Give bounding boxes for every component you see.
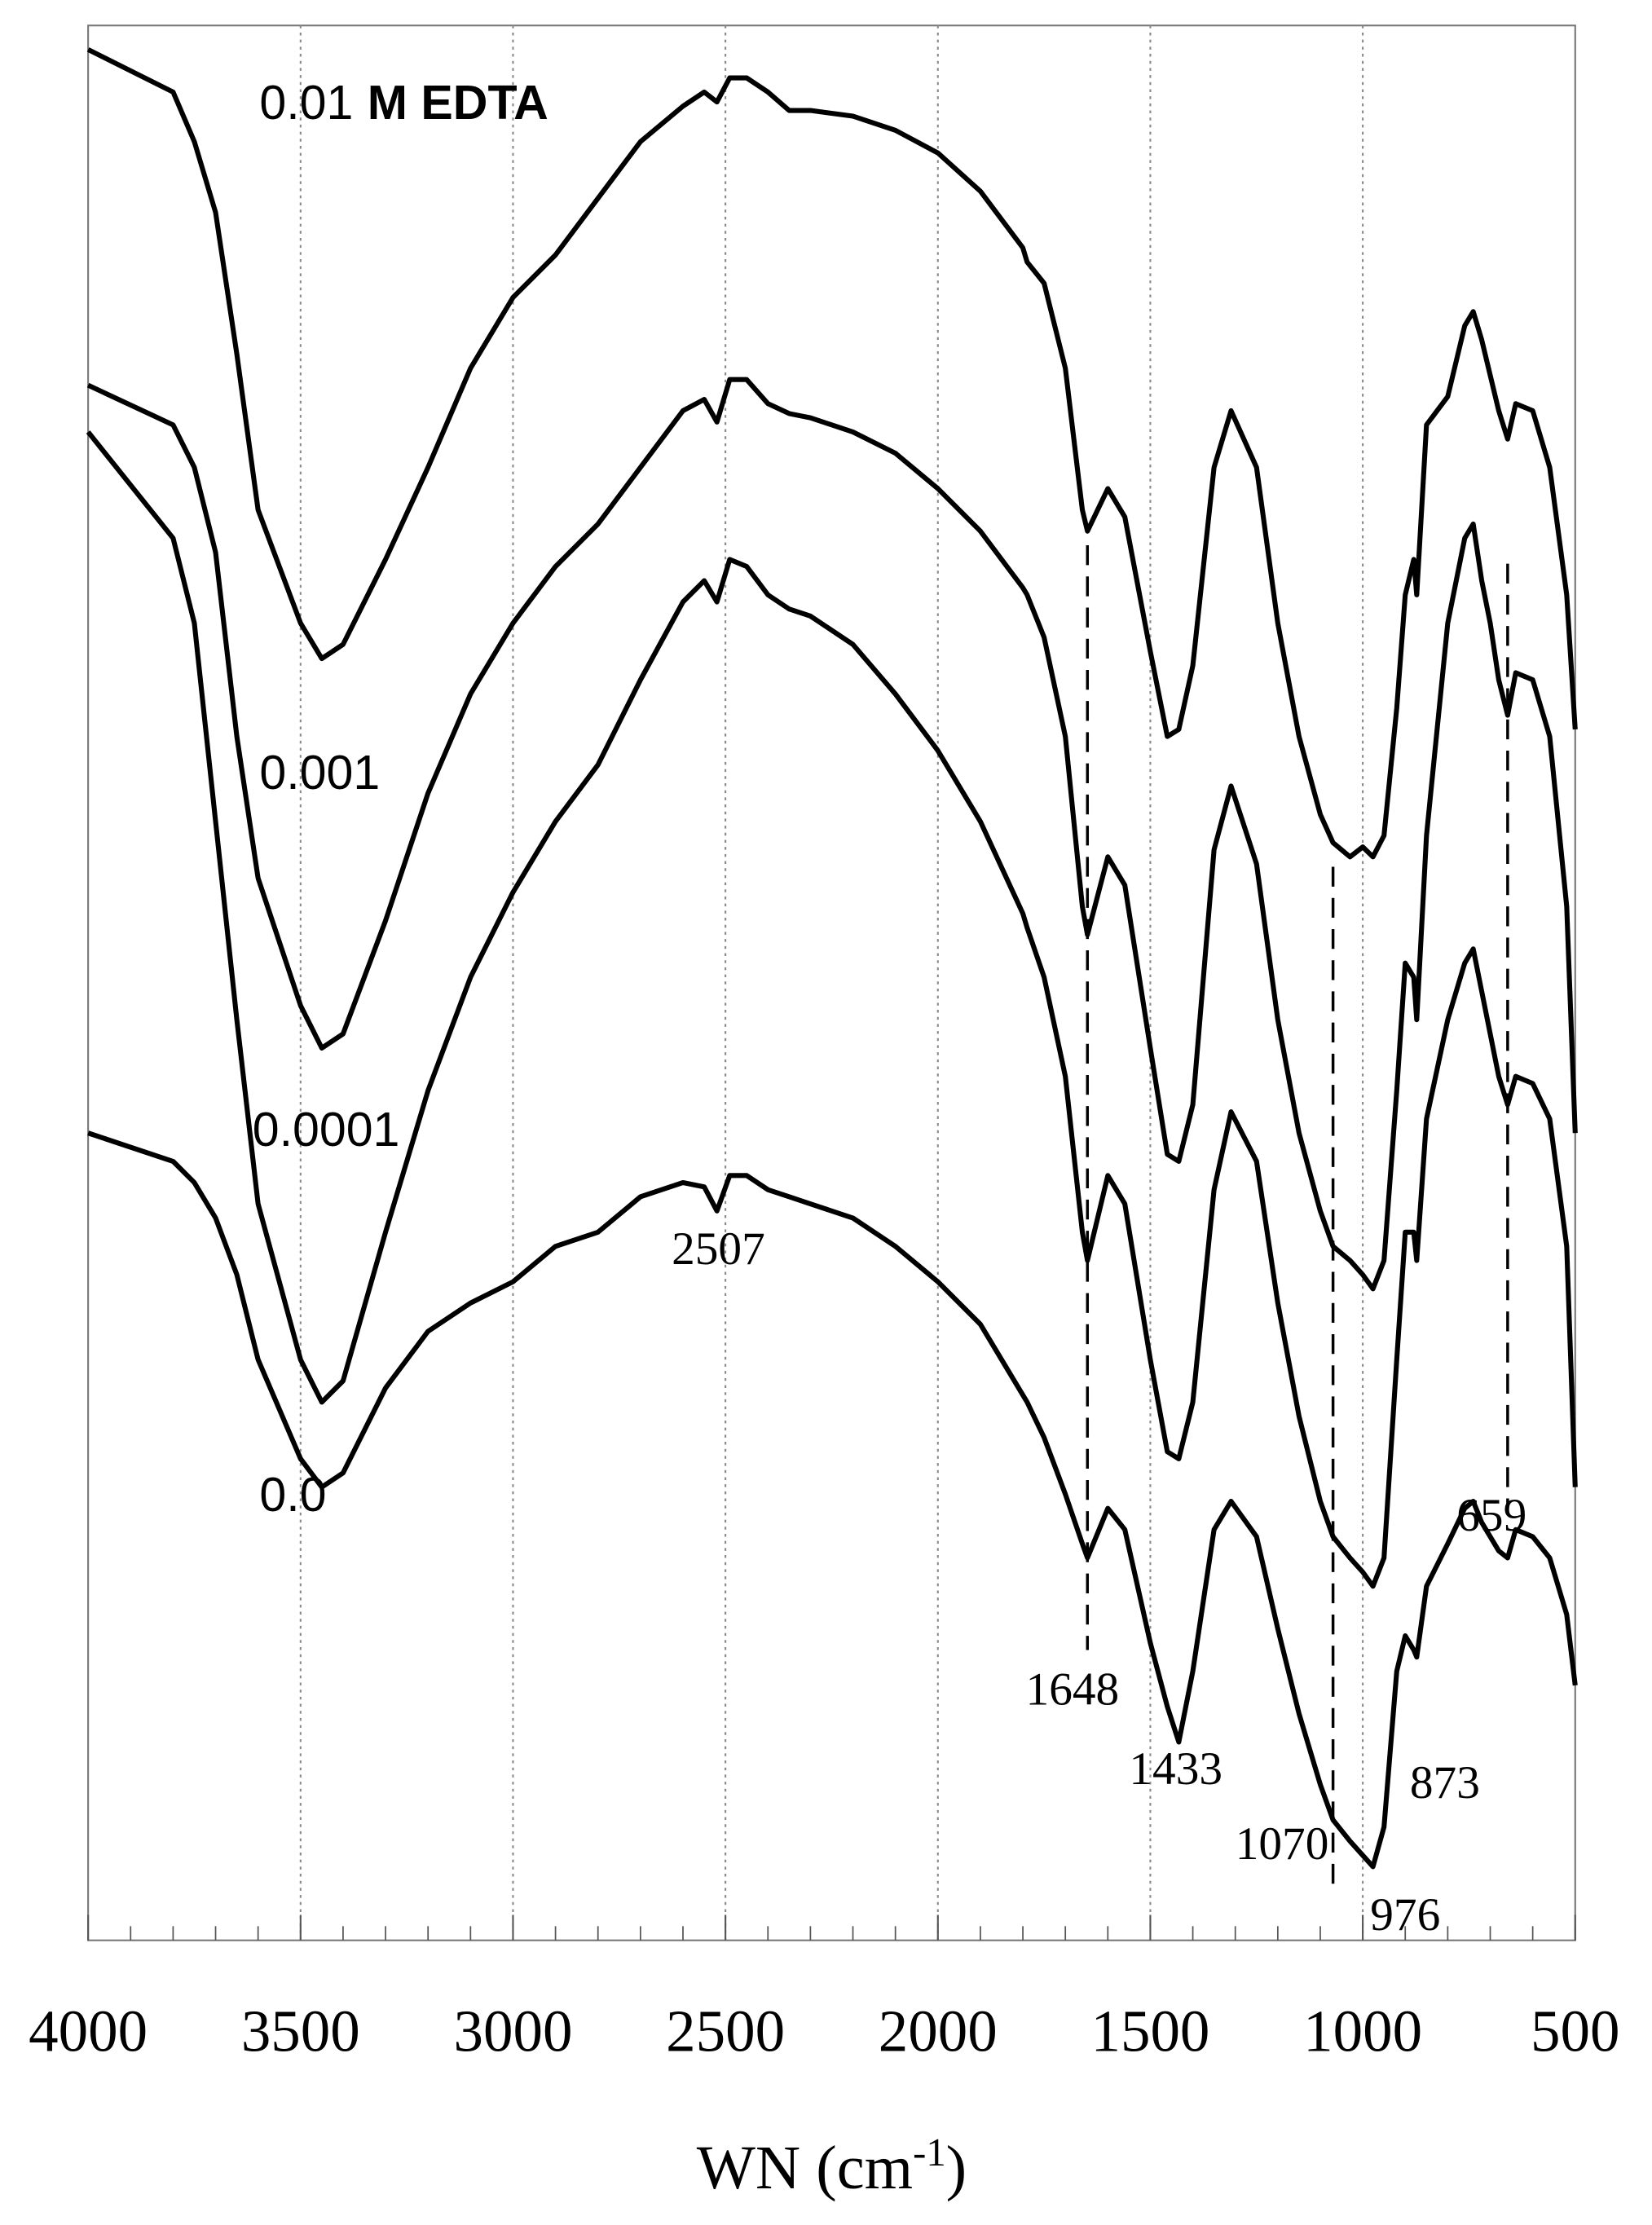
x-tick-label: 500: [1531, 1998, 1619, 2064]
x-tick-label: 1500: [1090, 1998, 1209, 2064]
x-axis-label-end: ): [946, 2133, 967, 2202]
x-tick-label: 3500: [241, 1998, 360, 2064]
peak-label: 1433: [1129, 1743, 1222, 1795]
peak-label: 873: [1410, 1757, 1480, 1809]
peak-label: 1070: [1236, 1818, 1329, 1870]
series-label: 0.001: [259, 746, 380, 800]
x-tick-label: 2000: [879, 1998, 998, 2064]
x-tick-label: 4000: [29, 1998, 148, 2064]
peak-label: 976: [1370, 1889, 1440, 1941]
spectrum-line: [86, 47, 1578, 860]
x-tick-label: 3000: [453, 1998, 572, 2064]
x-tick-label: 1000: [1303, 1998, 1422, 2064]
x-axis-label-text: WN (cm: [697, 2133, 913, 2202]
peak-label: 659: [1456, 1490, 1526, 1541]
series-label: 0.0001: [253, 1103, 400, 1157]
x-tick-label: 2500: [666, 1998, 785, 2064]
peak-label: 1648: [1026, 1664, 1120, 1716]
plot-frame: [87, 24, 1576, 1941]
series-label: 0.0: [259, 1468, 326, 1522]
series-label: 0.01: [259, 76, 353, 130]
spectrum-line: [86, 377, 1578, 1292]
peak-label: 2507: [672, 1223, 765, 1275]
spectrum-line: [86, 430, 1578, 1589]
series-label-unit: M EDTA: [368, 76, 548, 130]
x-axis-label-sup: -1: [913, 2130, 946, 2174]
x-axis-label: WN (cm-1): [697, 2130, 967, 2202]
spectrum-line: [87, 1130, 1578, 1870]
